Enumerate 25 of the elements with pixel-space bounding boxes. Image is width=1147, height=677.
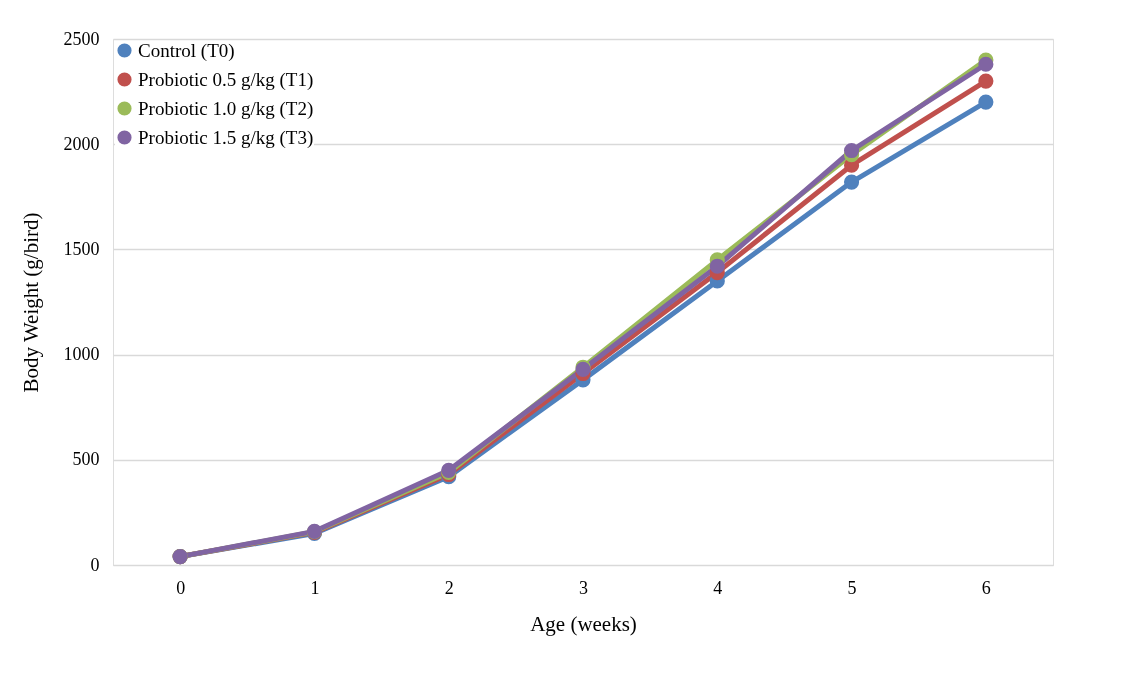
x-axis-title: Age (weeks) <box>530 611 637 636</box>
y-tick-label: 1500 <box>63 238 100 259</box>
legend-label: Probiotic 0.5 g/kg (T1) <box>138 68 314 91</box>
point <box>843 142 860 159</box>
y-tick-label: 500 <box>72 449 100 470</box>
legend-label: Control (T0) <box>138 39 235 62</box>
y-tick-label: 1000 <box>63 344 100 365</box>
point <box>978 56 994 72</box>
x-tick-label: 1 <box>310 577 320 598</box>
y-tick-label: 2000 <box>63 133 100 154</box>
x-tick-label: 2 <box>444 577 454 598</box>
x-tick-label: 4 <box>713 577 723 598</box>
y-tick-label: 0 <box>90 554 100 575</box>
x-tick-label: 0 <box>176 577 186 598</box>
legend-label: Probiotic 1.0 g/kg (T2) <box>138 97 314 120</box>
point <box>978 94 994 110</box>
y-tick-label: 2500 <box>63 28 100 49</box>
y-axis-title: Body Weight (g/bird) <box>18 212 43 393</box>
point <box>843 174 860 190</box>
point <box>978 73 994 89</box>
point <box>709 258 725 274</box>
x-tick-label: 6 <box>981 577 991 598</box>
x-tick-label: 3 <box>579 577 588 598</box>
legend-label: Probiotic 1.5 g/kg (T3) <box>138 126 314 149</box>
x-tick-label: 5 <box>847 577 857 598</box>
